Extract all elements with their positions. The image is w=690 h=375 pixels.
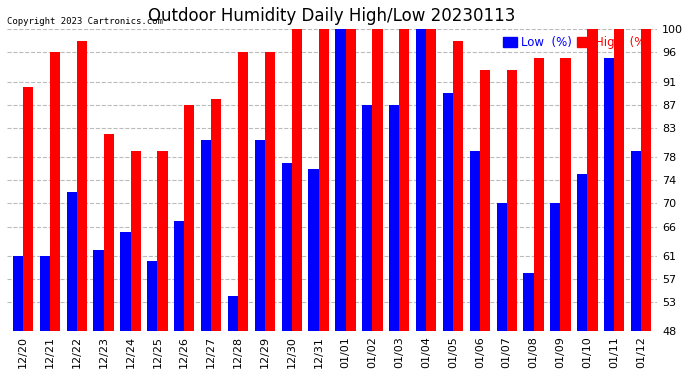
- Text: Copyright 2023 Cartronics.com: Copyright 2023 Cartronics.com: [7, 17, 163, 26]
- Bar: [228, 296, 238, 375]
- Bar: [614, 29, 624, 375]
- Bar: [147, 261, 157, 375]
- Bar: [400, 29, 409, 375]
- Legend: Low  (%), High  (%): Low (%), High (%): [498, 32, 655, 54]
- Bar: [282, 163, 292, 375]
- Bar: [587, 29, 598, 375]
- Bar: [497, 203, 506, 375]
- Bar: [577, 174, 587, 375]
- Bar: [23, 87, 33, 375]
- Bar: [255, 140, 265, 375]
- Bar: [292, 29, 302, 375]
- Bar: [550, 203, 560, 375]
- Bar: [335, 29, 346, 375]
- Bar: [238, 53, 248, 375]
- Bar: [13, 256, 23, 375]
- Bar: [130, 151, 141, 375]
- Bar: [265, 53, 275, 375]
- Bar: [50, 53, 60, 375]
- Bar: [533, 58, 544, 375]
- Bar: [641, 29, 651, 375]
- Bar: [157, 151, 168, 375]
- Bar: [174, 221, 184, 375]
- Bar: [453, 41, 463, 375]
- Bar: [362, 105, 373, 375]
- Bar: [426, 29, 436, 375]
- Bar: [77, 41, 87, 375]
- Bar: [201, 140, 211, 375]
- Bar: [480, 70, 490, 375]
- Bar: [67, 192, 77, 375]
- Bar: [443, 93, 453, 375]
- Bar: [506, 70, 517, 375]
- Bar: [184, 105, 195, 375]
- Bar: [104, 134, 114, 375]
- Bar: [373, 29, 382, 375]
- Title: Outdoor Humidity Daily High/Low 20230113: Outdoor Humidity Daily High/Low 20230113: [148, 7, 515, 25]
- Bar: [631, 151, 641, 375]
- Bar: [346, 29, 356, 375]
- Bar: [560, 58, 571, 375]
- Bar: [416, 29, 426, 375]
- Bar: [524, 273, 533, 375]
- Bar: [319, 29, 329, 375]
- Bar: [308, 169, 319, 375]
- Bar: [211, 99, 221, 375]
- Bar: [93, 250, 104, 375]
- Bar: [470, 151, 480, 375]
- Bar: [40, 256, 50, 375]
- Bar: [604, 58, 614, 375]
- Bar: [389, 105, 400, 375]
- Bar: [120, 232, 130, 375]
